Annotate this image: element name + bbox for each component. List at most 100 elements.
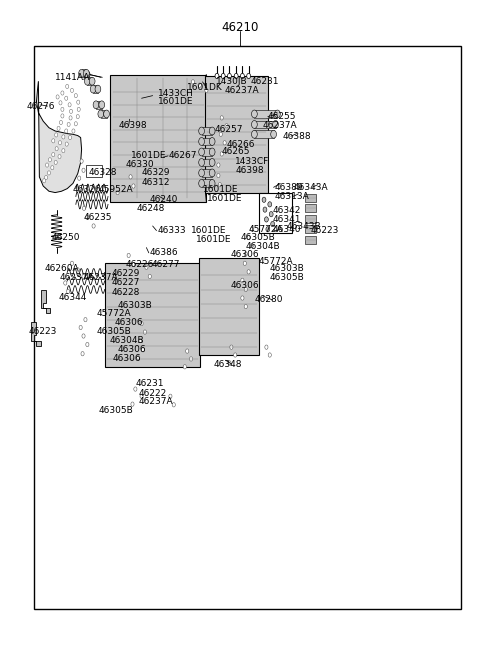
Circle shape: [52, 139, 55, 143]
Circle shape: [218, 183, 221, 187]
Circle shape: [209, 138, 215, 145]
Text: 46305B: 46305B: [241, 233, 276, 242]
Circle shape: [77, 100, 80, 104]
Polygon shape: [31, 322, 41, 346]
Circle shape: [64, 281, 67, 285]
Bar: [305, 215, 316, 223]
Circle shape: [86, 343, 89, 346]
Text: 1433CF: 1433CF: [235, 157, 269, 166]
Circle shape: [131, 402, 134, 406]
Circle shape: [127, 253, 130, 257]
Circle shape: [61, 114, 64, 118]
Circle shape: [82, 168, 85, 172]
Circle shape: [69, 116, 72, 120]
Bar: [93, 85, 98, 93]
Text: 46210: 46210: [221, 21, 259, 34]
Circle shape: [134, 387, 137, 391]
Text: 46237A: 46237A: [138, 397, 173, 406]
Circle shape: [145, 265, 148, 269]
Bar: [305, 225, 316, 233]
Circle shape: [199, 138, 204, 145]
Circle shape: [95, 85, 101, 93]
Circle shape: [247, 270, 250, 274]
Circle shape: [241, 278, 244, 282]
Circle shape: [137, 356, 140, 360]
Circle shape: [228, 73, 231, 79]
Text: 46226: 46226: [126, 260, 154, 269]
Circle shape: [265, 345, 268, 349]
Bar: [86, 165, 102, 177]
Text: 46326: 46326: [73, 185, 101, 195]
Text: 1601DE: 1601DE: [207, 194, 243, 203]
Circle shape: [132, 184, 135, 188]
Bar: [259, 193, 292, 233]
Text: 46250: 46250: [52, 233, 80, 242]
Circle shape: [59, 101, 62, 105]
Circle shape: [78, 176, 81, 180]
Circle shape: [84, 318, 87, 322]
Text: 1601DK: 1601DK: [187, 83, 223, 92]
Circle shape: [199, 148, 204, 156]
Text: 46328: 46328: [89, 168, 117, 177]
Polygon shape: [36, 81, 82, 193]
Circle shape: [65, 129, 68, 133]
Bar: [202, 169, 212, 177]
Circle shape: [79, 326, 82, 329]
Text: 46231: 46231: [251, 77, 279, 86]
Circle shape: [59, 141, 61, 145]
Circle shape: [140, 322, 143, 326]
Circle shape: [66, 84, 69, 88]
Circle shape: [71, 88, 73, 92]
Text: 46235: 46235: [84, 213, 112, 222]
Circle shape: [76, 115, 79, 119]
Bar: [96, 101, 102, 109]
Text: 46237A: 46237A: [84, 273, 119, 282]
Circle shape: [241, 296, 244, 300]
Circle shape: [275, 110, 280, 118]
Circle shape: [142, 348, 144, 352]
Circle shape: [273, 121, 278, 128]
Circle shape: [48, 171, 50, 175]
Bar: [305, 236, 316, 244]
Text: 46257: 46257: [215, 125, 243, 134]
Circle shape: [52, 153, 55, 157]
Bar: [254, 121, 276, 128]
Text: 46305B: 46305B: [270, 272, 304, 282]
Circle shape: [209, 179, 215, 187]
Text: 46304B: 46304B: [109, 336, 144, 345]
Circle shape: [252, 110, 257, 118]
Text: 46306: 46306: [230, 281, 259, 290]
Circle shape: [199, 169, 204, 177]
Text: 1601DE: 1601DE: [191, 226, 227, 235]
Circle shape: [76, 268, 79, 272]
Bar: [34, 46, 461, 609]
Text: 45772A: 45772A: [258, 257, 293, 267]
Text: 46398: 46398: [119, 121, 148, 130]
Text: 46398: 46398: [235, 166, 264, 175]
Text: 46304B: 46304B: [246, 242, 280, 252]
Circle shape: [271, 221, 275, 227]
Text: 46227: 46227: [111, 278, 140, 288]
Circle shape: [271, 130, 276, 138]
Circle shape: [132, 263, 135, 267]
Text: 46267: 46267: [169, 151, 197, 160]
Circle shape: [244, 305, 247, 309]
Circle shape: [58, 155, 61, 159]
Bar: [110, 75, 206, 202]
Circle shape: [186, 349, 189, 353]
Circle shape: [55, 147, 58, 151]
Text: 46306: 46306: [113, 354, 142, 363]
Circle shape: [79, 69, 84, 77]
Text: 46237A: 46237A: [263, 121, 298, 130]
Circle shape: [223, 141, 226, 145]
Circle shape: [67, 290, 70, 293]
Circle shape: [262, 197, 266, 202]
Bar: [202, 179, 212, 187]
Text: 46223: 46223: [29, 327, 57, 336]
Bar: [202, 127, 212, 135]
Bar: [205, 76, 268, 193]
Circle shape: [104, 110, 109, 118]
Circle shape: [240, 73, 244, 79]
Circle shape: [219, 132, 222, 136]
Bar: [254, 110, 277, 118]
